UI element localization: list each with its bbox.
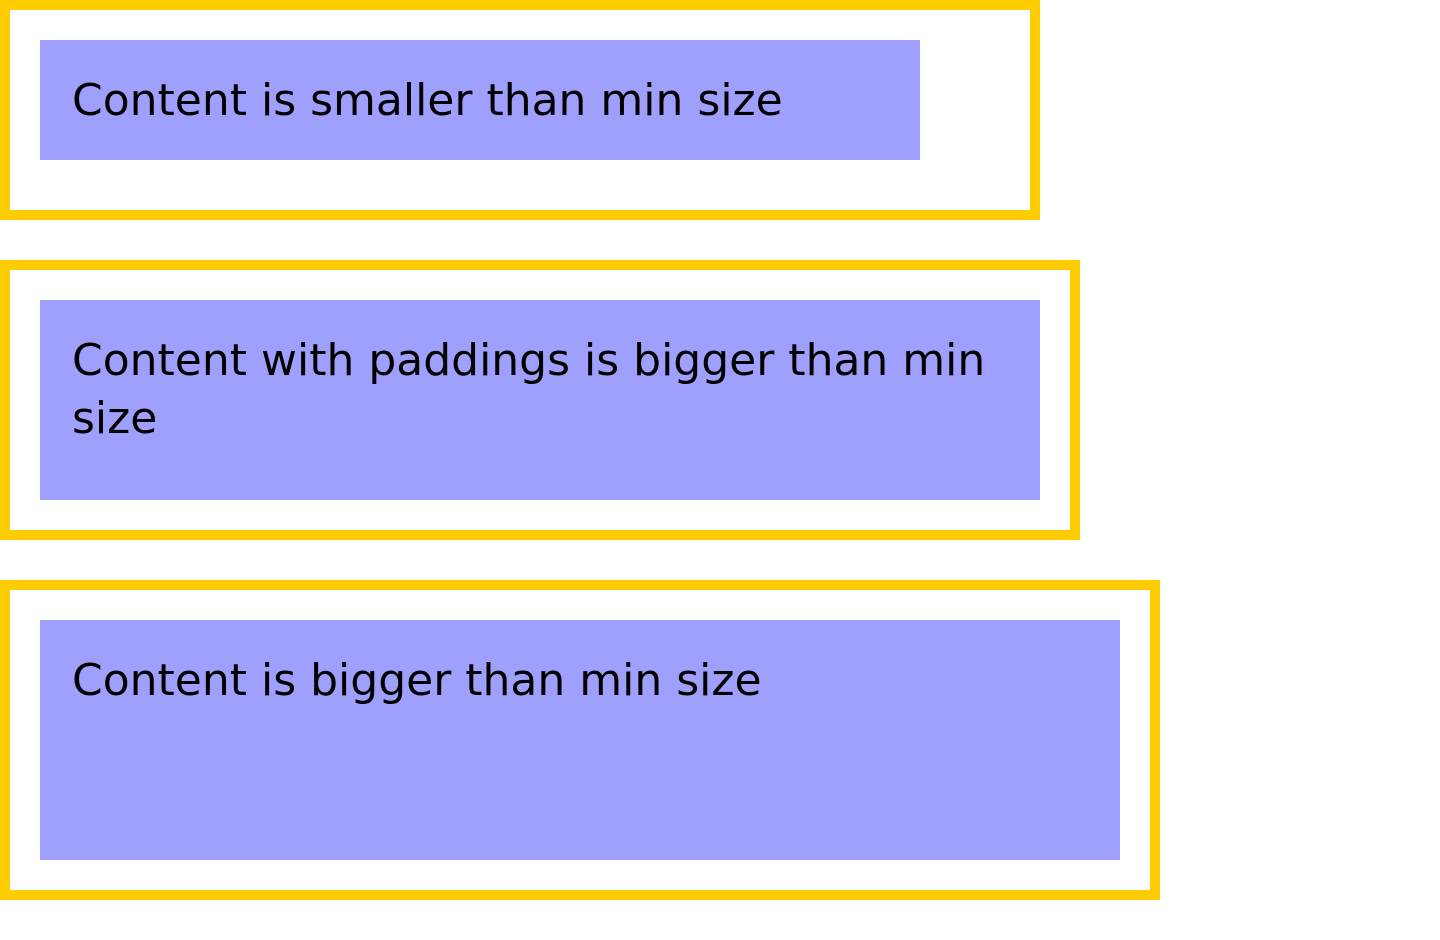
content-label-3: Content is bigger than min size (72, 655, 762, 706)
outer-frame-1: Content is smaller than min size (0, 0, 1040, 220)
outer-frame-2: Content with paddings is bigger than min… (0, 260, 1080, 540)
content-box-1: Content is smaller than min size (40, 40, 920, 160)
outer-frame-3: Content is bigger than min size (0, 580, 1160, 900)
content-box-3: Content is bigger than min size (40, 620, 1120, 860)
content-label-1: Content is smaller than min size (72, 75, 783, 126)
content-box-2: Content with paddings is bigger than min… (40, 300, 1040, 500)
content-label-2: Content with paddings is bigger than min… (72, 335, 986, 444)
